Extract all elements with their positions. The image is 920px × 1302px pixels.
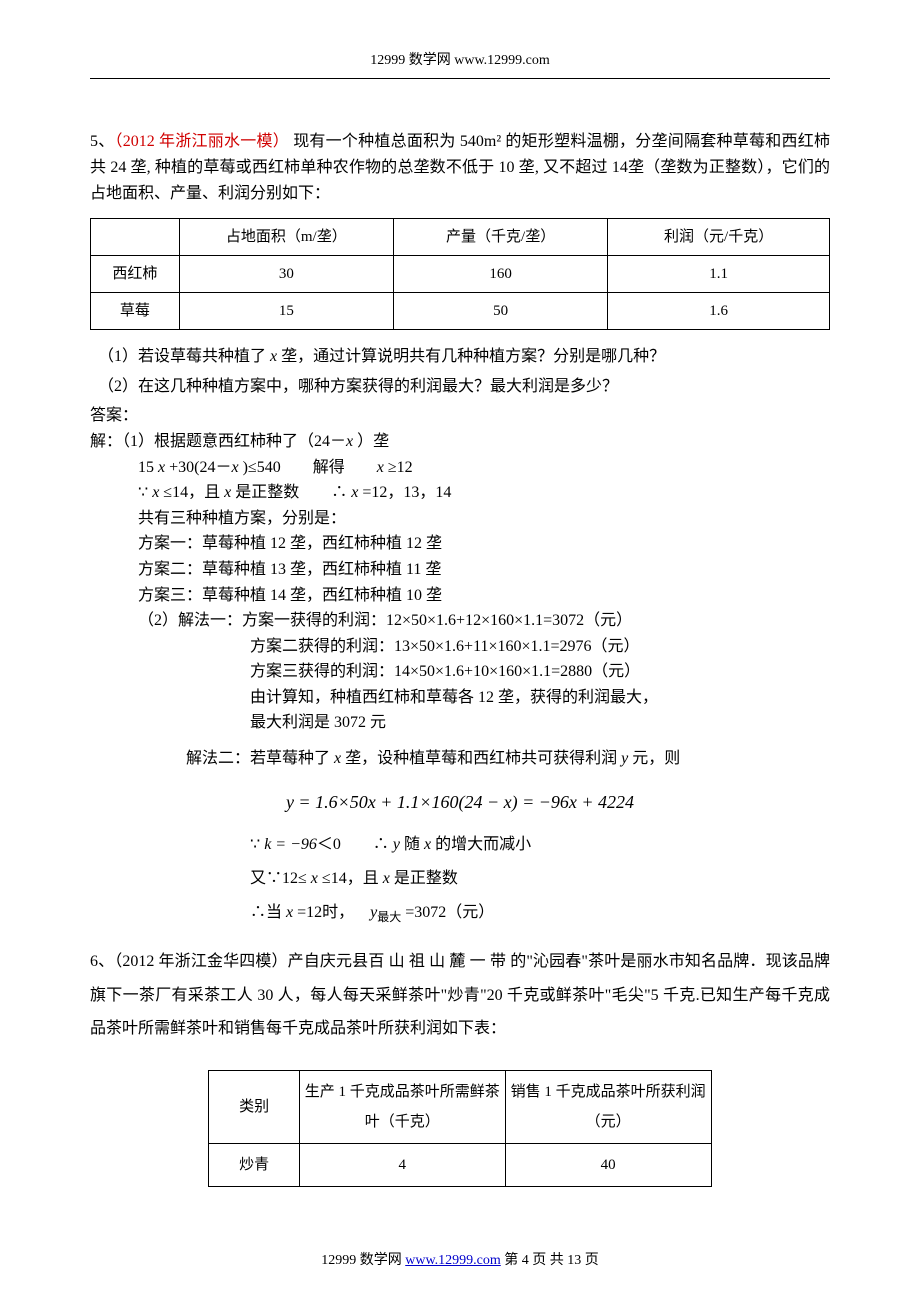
tea-header-cell: 类别 bbox=[209, 1070, 299, 1143]
table-header-cell: 利润（元/千克） bbox=[608, 219, 830, 256]
method1-line: 最大利润是 3072 元 bbox=[250, 710, 830, 736]
footer-prefix: 12999 数学网 bbox=[321, 1253, 405, 1268]
page-container: 12999 数学网 www.12999.com 5、（2012 年浙江丽水一模）… bbox=[0, 0, 920, 1302]
method1-line: （2）解法一：方案一获得的利润：12×50×1.6+12×160×1.1=307… bbox=[138, 608, 830, 634]
answer-label: 答案： bbox=[90, 403, 830, 429]
table-row: 西红柿 30 160 1.1 bbox=[91, 256, 830, 293]
range-line: 又∵12≤ x ≤14，且 x 是正整数 bbox=[250, 866, 830, 892]
problem6-number: 6、 bbox=[90, 953, 114, 970]
table-header-cell: 产量（千克/垄） bbox=[393, 219, 607, 256]
problem6-statement: 6、（2012 年浙江金华四模）产自庆元县百 山 祖 山 麓 一 带 的"沁园春… bbox=[90, 945, 830, 1046]
table-row: 草莓 15 50 1.6 bbox=[91, 293, 830, 330]
problem5-q1: （1）若设草莓共种植了 x 垄，通过计算说明共有几种种植方案？分别是哪几种？ bbox=[90, 344, 830, 370]
method1-line: 方案二获得的利润：13×50×1.6+11×160×1.1=2976（元） bbox=[250, 634, 830, 660]
tea-cell: 炒青 bbox=[209, 1143, 299, 1186]
table-cell: 50 bbox=[393, 293, 607, 330]
method1-line: 由计算知，种植西红柿和草莓各 12 垄，获得的利润最大， bbox=[250, 685, 830, 711]
sol-line: 解：（1）根据题意西红柿种了（24－x ）垄 bbox=[90, 429, 830, 455]
k-line: ∵ k = −96＜0 ∴ y 随 x 的增大而减小 bbox=[250, 832, 830, 858]
sol-line: ∵ x ≤14，且 x 是正整数 ∴ x =12，13，14 bbox=[138, 480, 830, 506]
scheme-intro: 共有三种种植方案，分别是： bbox=[138, 506, 830, 532]
table-header-row: 类别 生产 1 千克成品茶叶所需鲜茶叶（千克） 销售 1 千克成品茶叶所获利润（… bbox=[209, 1070, 711, 1143]
table-cell: 1.1 bbox=[608, 256, 830, 293]
tea-cell: 4 bbox=[299, 1143, 505, 1186]
table-header-cell: 占地面积（m/垄） bbox=[179, 219, 393, 256]
table-cell: 160 bbox=[393, 256, 607, 293]
page-header: 12999 数学网 www.12999.com bbox=[90, 50, 830, 72]
max-line: ∴当 x =12时， y最大 =3072（元） bbox=[250, 900, 830, 927]
problem6-table: 类别 生产 1 千克成品茶叶所需鲜茶叶（千克） 销售 1 千克成品茶叶所获利润（… bbox=[208, 1070, 711, 1187]
header-divider bbox=[90, 78, 830, 79]
footer-link[interactable]: www.12999.com bbox=[405, 1253, 501, 1268]
table-header-row: 占地面积（m/垄） 产量（千克/垄） 利润（元/千克） bbox=[91, 219, 830, 256]
tea-header-cell: 销售 1 千克成品茶叶所获利润（元） bbox=[505, 1070, 711, 1143]
footer-suffix: 第 4 页 共 13 页 bbox=[501, 1253, 599, 1268]
method2-label: 解法二：若草莓种了 x 垄，设种植草莓和西红柿共可获得利润 y 元，则 bbox=[186, 746, 830, 772]
table-row: 炒青 4 40 bbox=[209, 1143, 711, 1186]
problem5-q2: （2）在这几种种植方案中，哪种方案获得的利润最大？最大利润是多少？ bbox=[90, 374, 830, 400]
table-cell: 西红柿 bbox=[91, 256, 180, 293]
method1-line: 方案三获得的利润：14×50×1.6+10×160×1.1=2880（元） bbox=[250, 659, 830, 685]
scheme2: 方案二：草莓种植 13 垄，西红柿种植 11 垄 bbox=[138, 557, 830, 583]
scheme3: 方案三：草莓种植 14 垄，西红柿种植 10 垄 bbox=[138, 583, 830, 609]
sol-line: 15 x +30(24－x )≤540 解得 x ≥12 bbox=[138, 455, 830, 481]
tea-header-cell: 生产 1 千克成品茶叶所需鲜茶叶（千克） bbox=[299, 1070, 505, 1143]
table-cell: 草莓 bbox=[91, 293, 180, 330]
problem5-table: 占地面积（m/垄） 产量（千克/垄） 利润（元/千克） 西红柿 30 160 1… bbox=[90, 218, 830, 330]
table-cell: 15 bbox=[179, 293, 393, 330]
page-footer: 12999 数学网 www.12999.com 第 4 页 共 13 页 bbox=[0, 1250, 920, 1272]
problem5-number: 5、 bbox=[90, 133, 115, 150]
table-header-cell bbox=[91, 219, 180, 256]
scheme1: 方案一：草莓种植 12 垄，西红柿种植 12 垄 bbox=[138, 531, 830, 557]
table-cell: 1.6 bbox=[608, 293, 830, 330]
problem5-source: （2012 年浙江丽水一模） bbox=[115, 133, 289, 150]
table-cell: 30 bbox=[179, 256, 393, 293]
formula: y = 1.6×50x + 1.1×160(24 − x) = −96x + 4… bbox=[90, 788, 830, 817]
solution-block: 解：（1）根据题意西红柿种了（24－x ）垄 15 x +30(24－x )≤5… bbox=[90, 429, 830, 927]
tea-cell: 40 bbox=[505, 1143, 711, 1186]
problem6-source: （2012 年浙江金华四模） bbox=[114, 953, 287, 970]
problem5-statement: 5、（2012 年浙江丽水一模） 现有一个种植总面积为 540m² 的矩形塑料温… bbox=[90, 129, 830, 206]
